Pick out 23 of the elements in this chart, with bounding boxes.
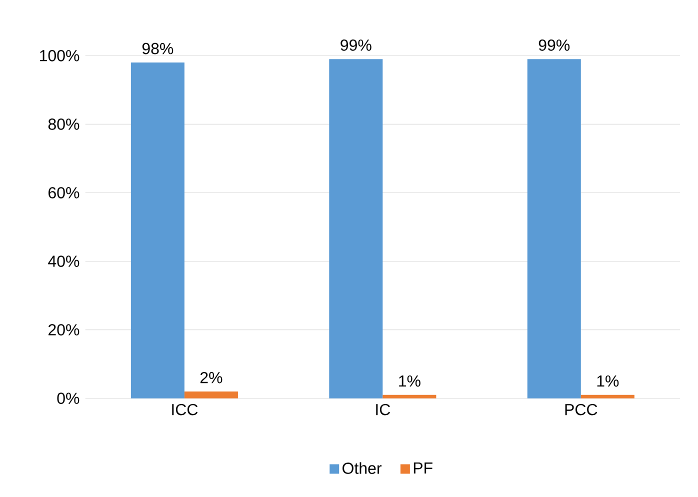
data-label: 1%: [399, 375, 420, 387]
data-label: 98%: [142, 42, 174, 54]
y-tick-label: 0%: [57, 392, 80, 404]
data-label: 99%: [340, 40, 372, 51]
bar: [580, 394, 634, 398]
y-tick-label: 100%: [40, 50, 80, 62]
x-tick-label: ICC: [172, 404, 198, 416]
legend-label: Other: [342, 462, 382, 474]
y-tick-label: 80%: [48, 118, 80, 130]
bar: [527, 59, 581, 398]
data-label: 1%: [597, 375, 619, 387]
bar: [382, 394, 436, 398]
x-tick-label: PCC: [565, 404, 598, 416]
y-tick-label: 60%: [48, 187, 80, 198]
legend-label: PF: [414, 462, 432, 474]
data-label: 2%: [200, 372, 222, 384]
bar: [329, 59, 383, 398]
x-tick-label: IC: [376, 404, 390, 416]
bar: [184, 391, 238, 398]
bar: [130, 62, 184, 398]
data-label: 99%: [538, 40, 570, 51]
y-tick-label: 20%: [48, 324, 80, 336]
y-tick-label: 40%: [48, 256, 80, 267]
